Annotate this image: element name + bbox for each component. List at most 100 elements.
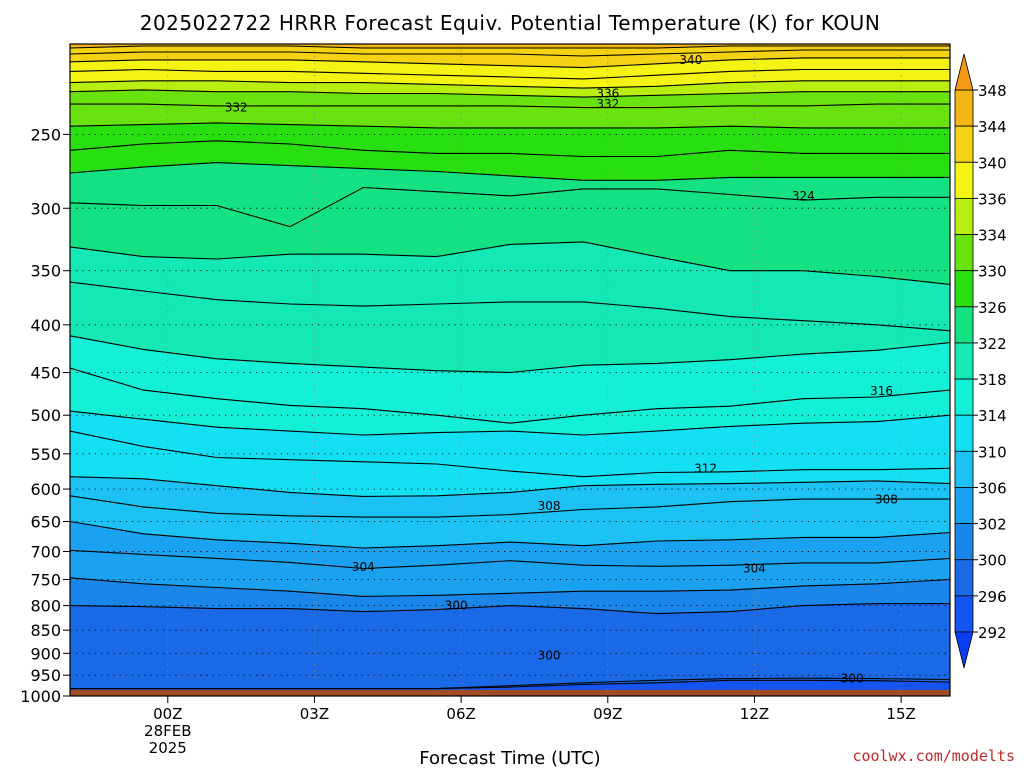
contour-line-314: [70, 410, 950, 436]
contour-band: [70, 411, 950, 477]
colorbar-box: [954, 125, 974, 163]
colorbar-arrow-top: [954, 53, 974, 91]
colorbar-label: 348: [978, 82, 1007, 100]
contour-line-298: [70, 677, 950, 690]
y-tick-label: 300: [30, 199, 61, 218]
contour-lines: [70, 45, 950, 690]
contour-line-308: [70, 495, 950, 518]
y-tick-label: 900: [30, 644, 61, 663]
colorbar-box: [954, 234, 974, 272]
x-axis-label: Forecast Time (UTC): [419, 748, 600, 768]
contour-band: [70, 241, 950, 331]
contour-band: [70, 335, 950, 424]
contour-line-300: [70, 603, 950, 615]
contour-band: [70, 57, 950, 79]
contour-line-316: [70, 367, 950, 424]
colorbar-box: [954, 487, 974, 525]
colorbar-label: 318: [978, 371, 1007, 389]
contour-label: 312: [694, 461, 717, 475]
colorbar-box: [954, 197, 974, 235]
y-tick-label: 600: [30, 480, 61, 499]
contour-line-310: [70, 476, 950, 497]
contour-band: [70, 44, 950, 48]
contour-line-304: [70, 549, 950, 570]
colorbar-label: 300: [978, 552, 1007, 570]
colorbar-label: 336: [978, 190, 1007, 208]
colorbar-label: 330: [978, 263, 1007, 281]
contour-band: [70, 104, 950, 128]
x-tick-label: 09Z: [593, 705, 622, 723]
contour-line-342: [70, 49, 950, 57]
contour-label: 300: [445, 599, 468, 613]
y-tick-label: 550: [30, 445, 61, 464]
colorbar-label: 322: [978, 335, 1007, 353]
x-tick-label: 15Z: [886, 705, 915, 723]
contour-line-336: [70, 80, 950, 89]
contour-line-322: [70, 241, 950, 285]
contour-label: 316: [870, 384, 893, 398]
plot-frame: [69, 43, 951, 697]
y-axis-ticks: 250 300 350 400 450 500 550 600 650 700 750 800 850 9…: [20, 125, 70, 706]
contour-band: [70, 282, 950, 373]
y-tick-label: 350: [30, 262, 61, 281]
contour-band: [70, 577, 950, 614]
colorbar-box: [954, 414, 974, 452]
x-tick-label: 2025: [149, 739, 187, 757]
contour-line-312: [70, 430, 950, 478]
contour-band: [70, 50, 950, 68]
contour-label: 340: [679, 53, 702, 67]
colorbar-label: 334: [978, 227, 1007, 245]
chart-title: 2025022722 HRRR Forecast Equiv. Potentia…: [140, 11, 881, 35]
contour-band: [70, 431, 950, 497]
contour-band: [70, 521, 950, 569]
colorbar-box: [954, 342, 974, 380]
x-tick-label: 03Z: [300, 705, 329, 723]
contour-band: [70, 69, 950, 89]
contour-band: [70, 122, 950, 157]
contour-label: 300: [538, 649, 561, 663]
colorbar-label: 314: [978, 407, 1007, 425]
contour-label: 308: [538, 499, 561, 513]
colorbar-label: 340: [978, 154, 1007, 172]
x-tick-label: 06Z: [446, 705, 475, 723]
contour-line-326: [70, 162, 950, 181]
contour-band: [70, 46, 950, 56]
filled-contours: [70, 44, 950, 696]
contour-line-332: [70, 103, 950, 109]
colorbar-label: 326: [978, 299, 1007, 317]
colorbar-label: 292: [978, 624, 1007, 642]
contour-label: 308: [875, 493, 898, 507]
contour-line-302: [70, 577, 950, 597]
colorbar: 292 296 300 302 306 310 314 318 322 326 330 334 336 3…: [954, 53, 1007, 669]
colorbar-box: [954, 378, 974, 416]
contour-band: [70, 162, 950, 227]
credit-text: coolwx.com/modelts: [852, 747, 1015, 765]
colorbar-label: 302: [978, 516, 1007, 534]
contour-band: [70, 495, 950, 548]
y-tick-label: 450: [30, 364, 61, 383]
y-tick-label: 650: [30, 512, 61, 531]
contour-line-306: [70, 520, 950, 549]
colorbar-box: [954, 523, 974, 561]
contour-band: [70, 603, 950, 689]
colorbar-box: [954, 270, 974, 308]
contour-label: 304: [743, 562, 766, 576]
colorbar-box: [954, 450, 974, 488]
colorbar-label: 310: [978, 443, 1007, 461]
x-tick-label: 28FEB: [144, 722, 191, 740]
contour-label: 304: [352, 560, 375, 574]
colorbar-label: 344: [978, 118, 1007, 136]
contour-label: 332: [596, 97, 619, 111]
contour-label: 324: [792, 189, 815, 203]
contour-line-328: [70, 140, 950, 158]
colorbar-box: [954, 595, 974, 633]
contour-line-318: [70, 335, 950, 374]
y-tick-label: 250: [30, 125, 61, 144]
contour-band: [70, 187, 950, 285]
y-tick-label: 700: [30, 543, 61, 562]
contour-band: [70, 89, 950, 108]
y-tick-label: 850: [30, 621, 61, 640]
contour-line-324: [70, 186, 950, 228]
